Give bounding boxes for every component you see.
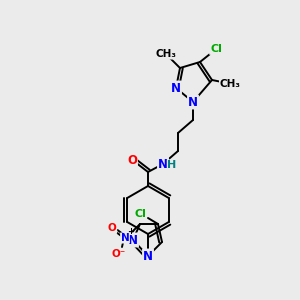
Text: O⁻: O⁻ bbox=[112, 249, 126, 259]
Text: CH₃: CH₃ bbox=[220, 79, 241, 89]
Text: Cl: Cl bbox=[134, 209, 146, 219]
Text: N: N bbox=[158, 158, 168, 170]
Text: H: H bbox=[167, 160, 177, 170]
Text: N: N bbox=[128, 233, 138, 247]
Text: N: N bbox=[188, 95, 198, 109]
Text: N: N bbox=[143, 250, 153, 262]
Text: O: O bbox=[108, 223, 116, 233]
Text: N: N bbox=[171, 82, 181, 94]
Text: Cl: Cl bbox=[210, 44, 222, 54]
Text: O: O bbox=[127, 154, 137, 167]
Text: N: N bbox=[121, 233, 129, 243]
Text: CH₃: CH₃ bbox=[155, 49, 176, 59]
Text: +: + bbox=[128, 227, 134, 236]
